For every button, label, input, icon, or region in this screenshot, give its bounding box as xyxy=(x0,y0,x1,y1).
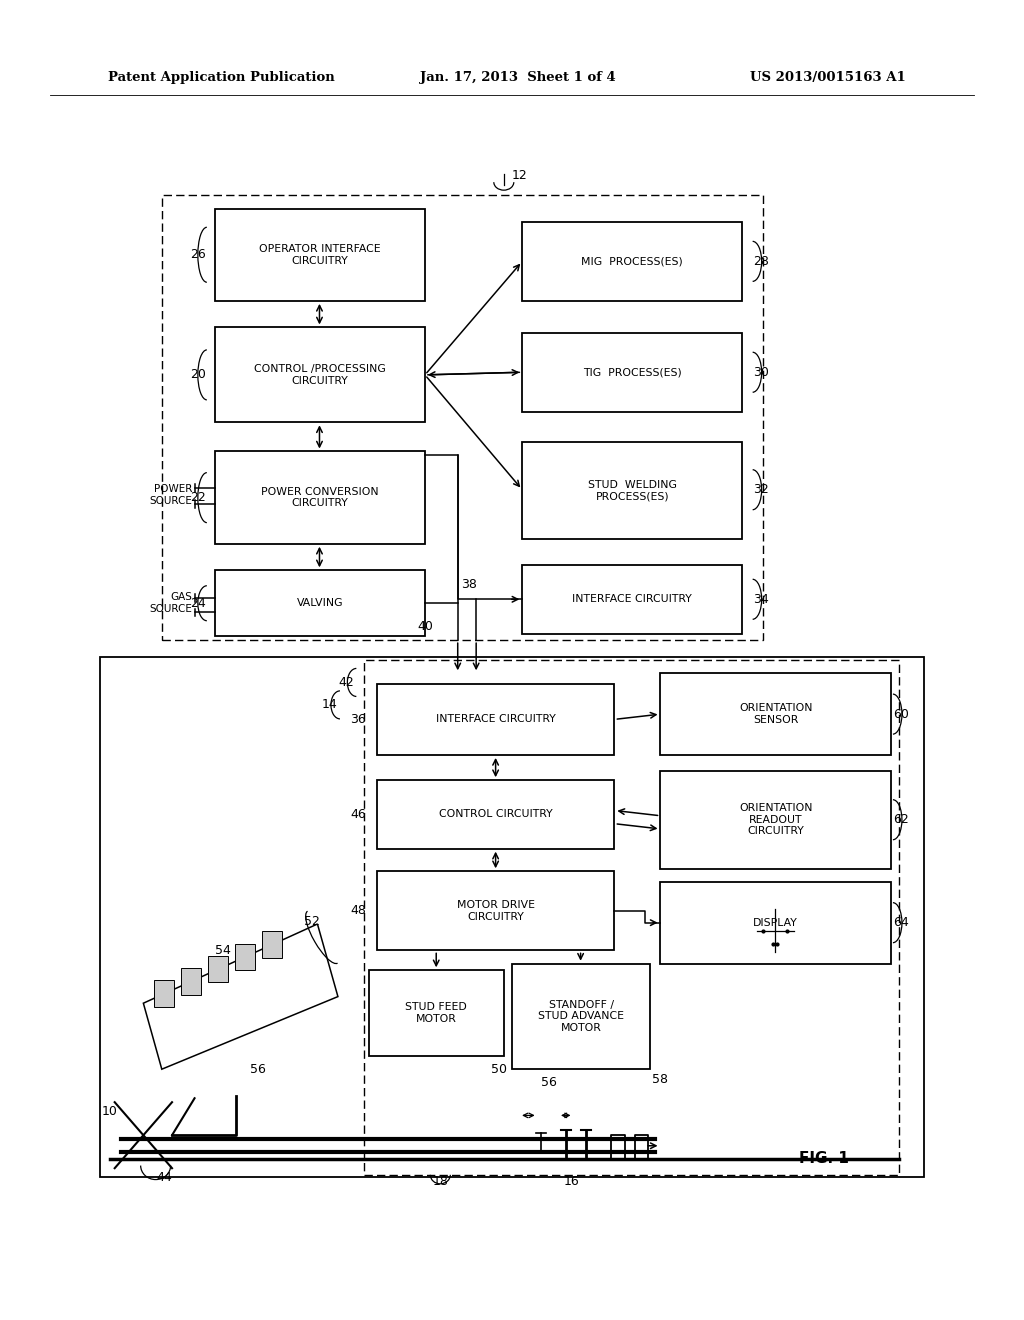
Text: 40: 40 xyxy=(417,620,433,634)
Text: POWER CONVERSION
CIRCUITRY: POWER CONVERSION CIRCUITRY xyxy=(261,487,379,508)
Text: 18: 18 xyxy=(432,1175,449,1188)
Bar xyxy=(364,660,899,1175)
Text: 64: 64 xyxy=(893,916,909,929)
Text: CONTROL CIRCUITRY: CONTROL CIRCUITRY xyxy=(439,809,552,820)
Bar xyxy=(512,964,650,1069)
Text: 56: 56 xyxy=(250,1063,266,1076)
Bar xyxy=(162,195,763,640)
Text: 22: 22 xyxy=(189,491,206,504)
Bar xyxy=(522,565,742,634)
Text: 14: 14 xyxy=(322,698,338,711)
Text: ORIENTATION
SENSOR: ORIENTATION SENSOR xyxy=(739,704,812,725)
Text: 46: 46 xyxy=(350,808,367,821)
Text: 12: 12 xyxy=(511,169,527,182)
Bar xyxy=(377,871,614,950)
Polygon shape xyxy=(234,944,255,970)
Text: 26: 26 xyxy=(189,248,206,261)
Text: 10: 10 xyxy=(101,1105,118,1118)
Text: FIG. 1: FIG. 1 xyxy=(799,1151,849,1167)
Bar xyxy=(660,771,891,869)
Text: 30: 30 xyxy=(753,366,769,379)
Bar xyxy=(522,222,742,301)
Text: 44: 44 xyxy=(156,1171,172,1184)
Text: TIG  PROCESS(ES): TIG PROCESS(ES) xyxy=(583,367,682,378)
Text: GAS
SOURCE: GAS SOURCE xyxy=(150,593,193,614)
Bar xyxy=(522,442,742,539)
Text: 32: 32 xyxy=(753,483,769,496)
Bar xyxy=(369,970,504,1056)
Text: 56: 56 xyxy=(541,1076,557,1089)
Text: INTERFACE CIRCUITRY: INTERFACE CIRCUITRY xyxy=(572,594,692,605)
Text: MOTOR DRIVE
CIRCUITRY: MOTOR DRIVE CIRCUITRY xyxy=(457,900,535,921)
Text: 36: 36 xyxy=(350,713,367,726)
Bar xyxy=(377,684,614,755)
Text: 54: 54 xyxy=(215,944,231,957)
Text: Jan. 17, 2013  Sheet 1 of 4: Jan. 17, 2013 Sheet 1 of 4 xyxy=(420,71,615,84)
Polygon shape xyxy=(208,956,228,982)
Text: 48: 48 xyxy=(350,904,367,917)
Bar xyxy=(215,209,425,301)
Text: 58: 58 xyxy=(652,1073,669,1086)
Bar xyxy=(215,570,425,636)
Text: OPERATOR INTERFACE
CIRCUITRY: OPERATOR INTERFACE CIRCUITRY xyxy=(259,244,381,265)
Text: ORIENTATION
READOUT
CIRCUITRY: ORIENTATION READOUT CIRCUITRY xyxy=(739,803,812,837)
Text: 62: 62 xyxy=(893,813,909,826)
Bar xyxy=(377,780,614,849)
Text: POWER
SOURCE: POWER SOURCE xyxy=(150,484,193,506)
Bar xyxy=(215,451,425,544)
Polygon shape xyxy=(181,969,202,995)
Text: 24: 24 xyxy=(189,597,206,610)
Bar xyxy=(215,327,425,422)
Polygon shape xyxy=(154,981,174,1007)
Text: INTERFACE CIRCUITRY: INTERFACE CIRCUITRY xyxy=(436,714,555,725)
Text: STUD FEED
MOTOR: STUD FEED MOTOR xyxy=(406,1002,467,1024)
Text: 16: 16 xyxy=(563,1175,580,1188)
Text: CONTROL /PROCESSING
CIRCUITRY: CONTROL /PROCESSING CIRCUITRY xyxy=(254,364,386,385)
Text: 52: 52 xyxy=(304,915,321,928)
Text: 42: 42 xyxy=(338,676,354,689)
Polygon shape xyxy=(262,932,283,958)
Bar xyxy=(660,882,891,964)
Bar xyxy=(100,657,924,1177)
Text: STANDOFF /
STUD ADVANCE
MOTOR: STANDOFF / STUD ADVANCE MOTOR xyxy=(539,999,624,1034)
Bar xyxy=(660,673,891,755)
Text: US 2013/0015163 A1: US 2013/0015163 A1 xyxy=(750,71,906,84)
Text: 38: 38 xyxy=(461,578,477,591)
Bar xyxy=(522,333,742,412)
Text: 60: 60 xyxy=(893,708,909,721)
Text: 20: 20 xyxy=(189,368,206,381)
Text: DISPLAY: DISPLAY xyxy=(754,917,798,928)
Text: 34: 34 xyxy=(753,593,769,606)
Text: MIG  PROCESS(ES): MIG PROCESS(ES) xyxy=(582,256,683,267)
Text: Patent Application Publication: Patent Application Publication xyxy=(108,71,335,84)
Text: 50: 50 xyxy=(490,1063,507,1076)
Text: VALVING: VALVING xyxy=(297,598,343,609)
Text: STUD  WELDING
PROCESS(ES): STUD WELDING PROCESS(ES) xyxy=(588,479,677,502)
Text: 28: 28 xyxy=(753,255,769,268)
